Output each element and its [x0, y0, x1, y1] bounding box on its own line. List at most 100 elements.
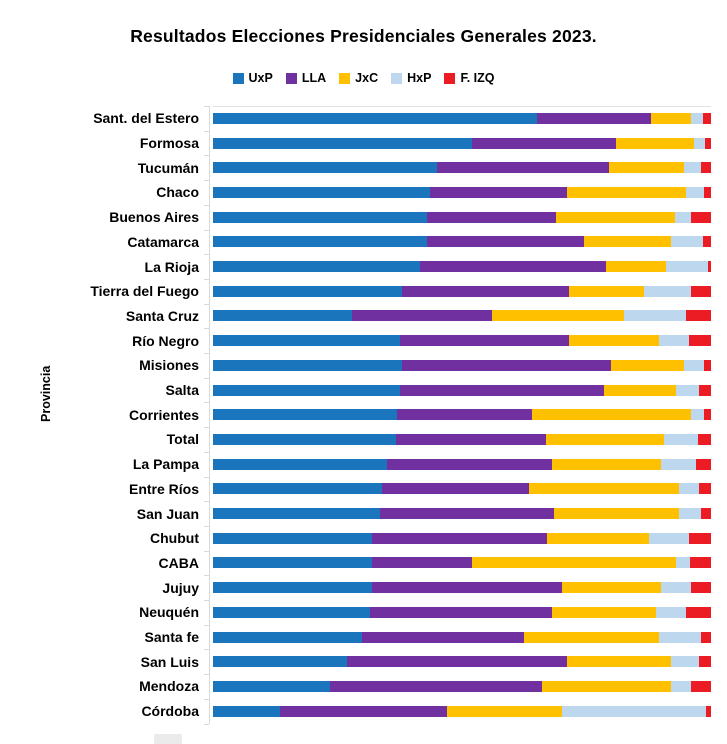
- bar-segment-fizq: [688, 335, 711, 347]
- chart-row: Jujuy: [0, 575, 727, 600]
- chart-row: Sant. del Estero: [0, 106, 727, 131]
- bar-segment-hxp: [678, 508, 702, 520]
- bar-track: [213, 137, 711, 149]
- axis-tick: [204, 353, 209, 354]
- bar-track: [213, 310, 711, 322]
- bar-segment-jxc: [545, 433, 665, 445]
- bar-segment-hxp: [676, 557, 691, 569]
- chart-row: La Pampa: [0, 452, 727, 477]
- bar-segment-lla: [399, 384, 604, 396]
- axis-tick: [204, 278, 209, 280]
- category-label: Jujuy: [162, 579, 199, 596]
- bar-segment-hxp: [658, 335, 689, 347]
- chart-row: CABA: [0, 551, 727, 576]
- y-axis-line: [209, 106, 210, 724]
- bar-segment-fizq: [705, 705, 711, 717]
- bar-segment-fizq: [703, 359, 711, 371]
- category-label: Corrientes: [128, 406, 199, 423]
- bar-segment-fizq: [701, 162, 711, 174]
- axis-tick: [204, 674, 209, 676]
- bar-segment-jxc: [608, 162, 684, 174]
- axis-tick: [204, 723, 209, 725]
- bar-segment-jxc: [561, 582, 662, 594]
- bar-segment-lla: [347, 656, 567, 668]
- category-label: CABA: [158, 554, 199, 571]
- plot-area: Sant. del Estero Formosa Tucumán Chaco Bueno…: [0, 106, 727, 725]
- bar-segment-uxp: [213, 384, 400, 396]
- bar-segment-uxp: [213, 137, 472, 149]
- bar-segment-jxc: [603, 384, 677, 396]
- category-label: Chubut: [150, 530, 199, 547]
- bar-segment-lla: [427, 236, 584, 248]
- category-label: Santa Cruz: [125, 307, 199, 324]
- bar-segment-fizq: [698, 483, 711, 495]
- bar-track: [213, 557, 711, 569]
- bar-segment-uxp: [213, 162, 438, 174]
- bar-segment-uxp: [213, 557, 373, 569]
- category-label: Neuquén: [139, 604, 199, 621]
- bar-segment-fizq: [691, 582, 711, 594]
- axis-tick: [204, 377, 209, 379]
- bar-segment-uxp: [213, 656, 348, 668]
- bar-segment-hxp: [658, 631, 702, 643]
- category-label: La Pampa: [132, 456, 199, 473]
- legend-swatch-jxc: [339, 72, 351, 84]
- axis-tick: [204, 204, 209, 206]
- bar-segment-jxc: [551, 606, 657, 618]
- bar-track: [213, 656, 711, 668]
- bar-track: [213, 285, 711, 297]
- bar-segment-uxp: [213, 483, 383, 495]
- bar-track: [213, 261, 711, 273]
- chart-title: Resultados Elecciones Presidenciales Gen…: [130, 26, 597, 46]
- axis-tick: [204, 106, 209, 107]
- bar-segment-uxp: [213, 285, 403, 297]
- bar-segment-jxc: [611, 359, 684, 371]
- bar-segment-hxp: [661, 458, 697, 470]
- bar-segment-jxc: [566, 186, 687, 198]
- bar-track: [213, 483, 711, 495]
- legend-label: HxP: [407, 71, 432, 85]
- ui-artifact: [154, 734, 182, 744]
- axis-tick: [204, 476, 209, 478]
- bar-segment-hxp: [683, 162, 701, 174]
- bar-segment-lla: [372, 582, 562, 594]
- bar-segment-uxp: [213, 409, 398, 421]
- chart-row: Tierra del Fuego: [0, 279, 727, 304]
- bar-segment-lla: [396, 433, 546, 445]
- bar-segment-lla: [419, 261, 607, 273]
- bar-segment-fizq: [697, 433, 711, 445]
- category-label: Tierra del Fuego: [90, 283, 199, 300]
- category-label: Formosa: [139, 135, 199, 152]
- bar-segment-uxp: [213, 631, 363, 643]
- bar-segment-fizq: [691, 211, 711, 223]
- bar-track: [213, 359, 711, 371]
- axis-tick: [204, 328, 209, 330]
- bar-segment-jxc: [471, 557, 677, 569]
- bar-segment-lla: [369, 606, 552, 618]
- bar-segment-lla: [352, 310, 492, 322]
- bar-segment-uxp: [213, 310, 353, 322]
- bar-segment-jxc: [566, 656, 672, 668]
- bar-segment-jxc: [606, 261, 667, 273]
- bar-segment-uxp: [213, 705, 281, 717]
- legend-item-lla: LLA: [285, 71, 326, 85]
- bar-segment-uxp: [213, 335, 400, 347]
- bar-segment-jxc: [616, 137, 694, 149]
- bar-segment-jxc: [491, 310, 624, 322]
- legend-label: F. IZQ: [460, 71, 495, 85]
- category-label: Mendoza: [139, 678, 199, 695]
- axis-tick: [204, 550, 209, 552]
- chart-row: Total: [0, 427, 727, 452]
- bar-segment-jxc: [524, 631, 659, 643]
- legend: UxP LLA JxC HxP F. IZQ: [0, 71, 727, 85]
- bar-track: [213, 112, 711, 124]
- chart-row: Catamarca: [0, 230, 727, 255]
- bar-segment-fizq: [704, 409, 711, 421]
- axis-tick: [204, 698, 209, 700]
- bar-segment-uxp: [213, 236, 428, 248]
- category-label: Catamarca: [127, 233, 199, 250]
- bar-segment-uxp: [213, 211, 428, 223]
- bar-segment-jxc: [447, 705, 562, 717]
- bar-track: [213, 631, 711, 643]
